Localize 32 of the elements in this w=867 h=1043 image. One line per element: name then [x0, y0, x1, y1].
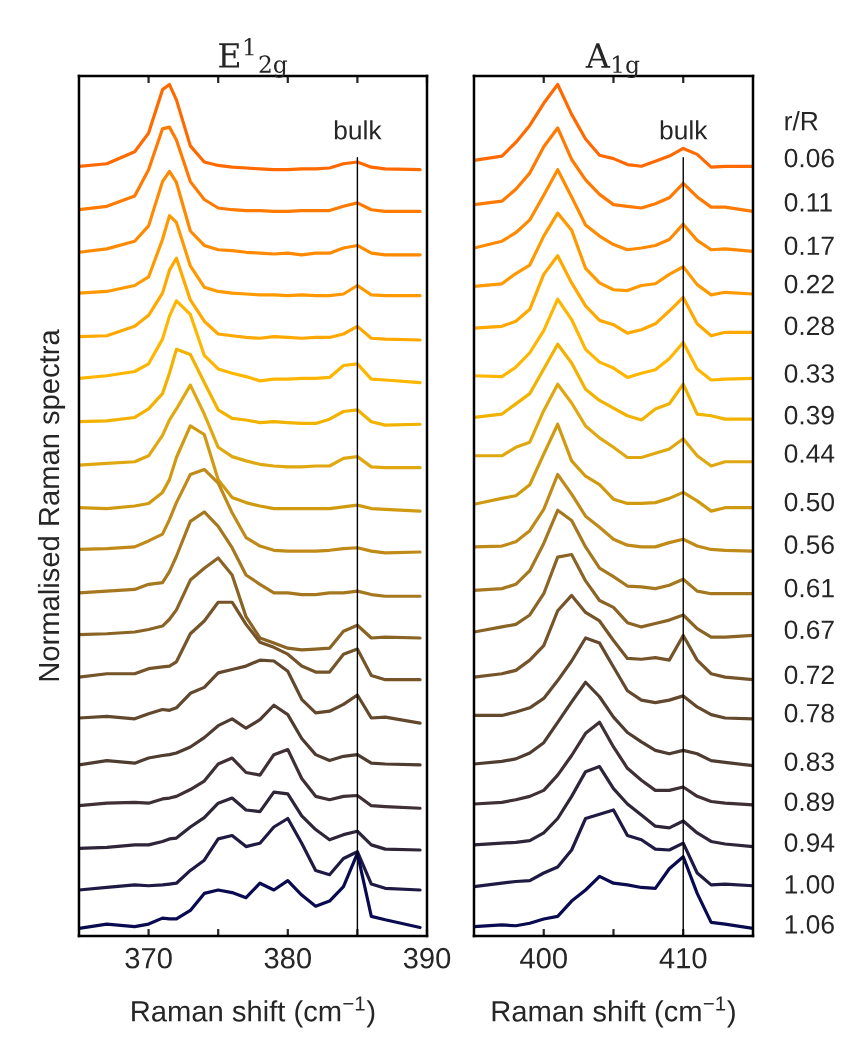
- series-label: 1.06: [785, 915, 834, 934]
- series-label: 0.56: [784, 535, 834, 554]
- x-tick-label: 400: [520, 947, 567, 969]
- ref-line-label: bulk: [334, 120, 382, 140]
- ref-line-label: bulk: [660, 120, 708, 140]
- series-label: 0.33: [784, 364, 834, 383]
- x-tick-label: 410: [659, 947, 707, 969]
- x-axis-title: Raman shift (cm$^{−1}$): [492, 996, 735, 1028]
- x-axis-title: Raman shift (cm$^{−1}$): [132, 996, 375, 1028]
- series-label: 0.39: [784, 405, 834, 425]
- series-label: 0.67: [784, 620, 834, 640]
- series-label: 0.44: [784, 444, 835, 463]
- chart-title: E$^{1}$$_{2g}$: [219, 38, 288, 78]
- x-tick-label: 380: [264, 947, 311, 969]
- chart-title: A$_{1g}$: [585, 43, 640, 79]
- series-label: 0.78: [784, 703, 834, 723]
- series-label: 0.89: [784, 792, 834, 812]
- series-label: 0.50: [784, 492, 835, 512]
- series-label: 1.00: [785, 875, 835, 894]
- series-label: 0.94: [784, 833, 835, 852]
- series-label: 0.06: [784, 148, 834, 168]
- series-label: 0.22: [784, 274, 834, 294]
- series-label: 0.83: [784, 752, 834, 772]
- text: r/R: [785, 111, 818, 131]
- x-tick-label: 390: [403, 947, 451, 969]
- y-axis-title: Normalised Raman spectra: [37, 329, 66, 681]
- series-label: 0.72: [784, 665, 834, 685]
- series-label: 0.28: [784, 316, 834, 336]
- series-label: 0.17: [784, 236, 834, 256]
- series-label: 0.61: [784, 578, 834, 598]
- x-tick-label: 370: [125, 947, 172, 969]
- series-label: 0.11: [784, 193, 832, 212]
